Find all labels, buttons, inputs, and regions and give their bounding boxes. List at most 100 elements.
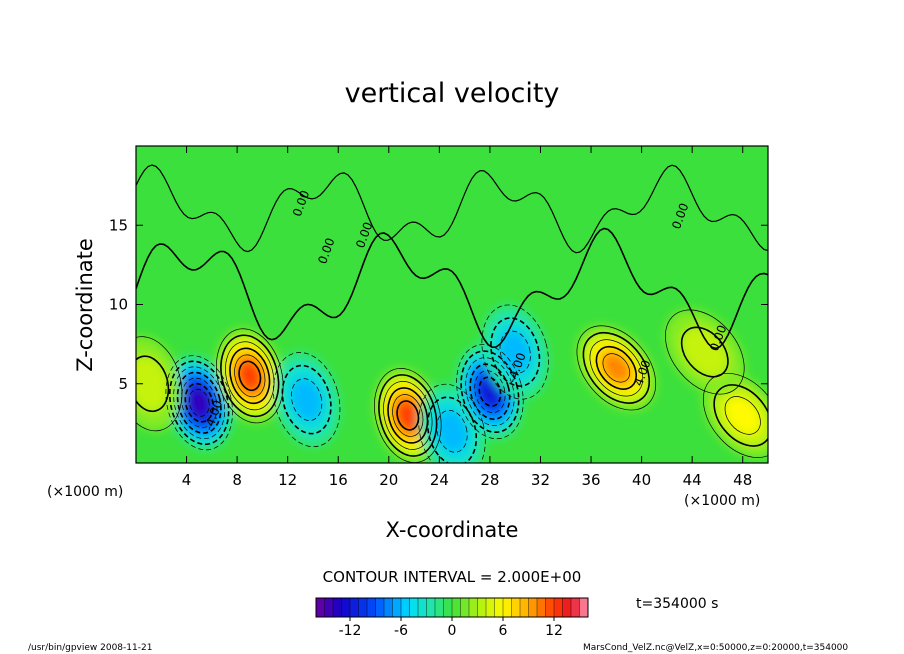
x-tick-label: 24 [430, 471, 449, 489]
colorbar-segment [519, 597, 530, 618]
contour-line [589, 339, 644, 397]
contour-line [680, 326, 729, 378]
colorbar-segment [400, 597, 411, 618]
contour-line [713, 384, 768, 447]
contour-line [136, 355, 170, 413]
contour-line [396, 400, 420, 431]
contour-line [225, 341, 275, 411]
colorbar-segment [341, 597, 351, 618]
colorbar-tick-label: 6 [499, 623, 508, 639]
x-unit-right: (×1000 m) [684, 493, 760, 509]
contour-line [478, 376, 502, 407]
contour-line [216, 328, 284, 424]
colorbar-segment [485, 597, 496, 618]
colorbar-segment [477, 597, 487, 618]
x-tick-label: 28 [480, 471, 499, 489]
field-band [724, 396, 761, 435]
contour-line [436, 409, 468, 453]
y-tick-label: 10 [109, 296, 128, 314]
colorbar-tick-label: -6 [394, 623, 408, 639]
contour-line [184, 382, 214, 423]
field-band [136, 356, 169, 412]
contour-line [702, 372, 768, 458]
colorbar-segment [570, 597, 581, 618]
colorbar-segment [315, 597, 326, 618]
colorbar-segment [468, 597, 479, 618]
colorbar-segment [443, 597, 453, 618]
contour-line [234, 354, 266, 398]
contour-line [460, 350, 520, 434]
contour-line [499, 330, 531, 374]
colorbar-segment [434, 597, 445, 618]
contour-line [291, 378, 323, 421]
contour-line [490, 317, 541, 387]
x-tick-label: 36 [581, 471, 600, 489]
contour-line [602, 353, 631, 383]
colorbar-segment [324, 597, 334, 618]
field-band [189, 389, 210, 417]
colorbar-tick-label: 0 [448, 623, 457, 639]
colorbar-segment [332, 597, 343, 618]
colorbar-segment [502, 597, 513, 618]
colorbar-segment [562, 597, 572, 618]
colorbar-segment [579, 597, 589, 618]
colorbar-tick-label: 12 [545, 623, 563, 639]
colorbar-segment [392, 597, 402, 618]
contour-line [426, 396, 478, 463]
contour-line [176, 371, 222, 434]
x-tick-label: 32 [531, 471, 550, 489]
field-band [397, 401, 419, 430]
field-band [239, 361, 261, 391]
colorbar-segment [545, 597, 555, 618]
field-band [436, 410, 468, 453]
contour-line [474, 370, 506, 413]
colorbar-segment [528, 597, 538, 618]
contour-line [595, 345, 638, 390]
field-band [499, 331, 531, 374]
contour-interval-label: CONTOUR INTERVAL = 2.000E+00 [323, 568, 582, 586]
x-tick-label: 20 [379, 471, 398, 489]
contour-line [281, 364, 332, 435]
contour-line [576, 325, 657, 411]
y-tick-label: 15 [109, 216, 128, 234]
x-tick-label: 12 [278, 471, 297, 489]
contour-line [220, 334, 280, 418]
colorbar-segment [349, 597, 360, 618]
colorbar-segment [366, 597, 377, 618]
x-tick-label: 48 [733, 471, 752, 489]
contour-line [724, 396, 761, 435]
contour-line [383, 381, 433, 450]
plot-area: 0.000.000.000.00-4.00 4.00-4.000.00 [136, 146, 768, 463]
colorbar [315, 597, 589, 618]
colorbar-segment [426, 597, 436, 618]
x-axis-title: X-coordinate [386, 518, 519, 542]
contour-line [165, 355, 233, 451]
contour-line [188, 388, 210, 417]
colorbar-segment [494, 597, 504, 618]
y-tick-label: 5 [118, 375, 128, 393]
x-tick-label: 44 [683, 471, 702, 489]
contour-line [387, 387, 429, 444]
contour-line [481, 304, 549, 400]
x-tick-label: 8 [232, 471, 242, 489]
colorbar-tick-label: -12 [339, 623, 362, 639]
colorbar-segment [358, 597, 368, 618]
contour-line [456, 344, 524, 440]
contour-line [469, 363, 511, 420]
field-band [681, 327, 728, 377]
contour-line [181, 377, 218, 428]
colorbar-segment [383, 597, 394, 618]
x-unit-left: (×1000 m) [47, 484, 123, 500]
colorbar-segment [375, 597, 385, 618]
contour-line [229, 347, 271, 405]
x-tick-label: 16 [329, 471, 348, 489]
footer-left: /usr/bin/gpview 2008-11-21 [28, 643, 152, 653]
field-band [291, 378, 322, 421]
field-band [602, 353, 630, 383]
contour-line [378, 374, 438, 457]
contour-line [392, 394, 424, 437]
contour-line-zero [136, 227, 768, 350]
contour-line-zero-upper [136, 164, 768, 254]
time-stamp: t=354000 s [636, 596, 718, 612]
